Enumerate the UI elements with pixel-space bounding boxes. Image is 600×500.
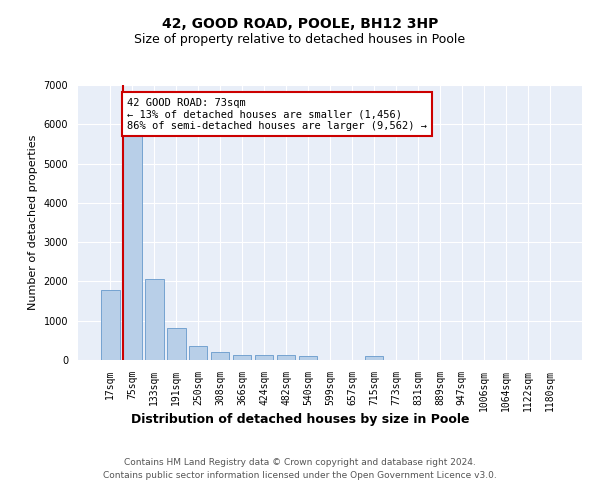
Bar	[167, 328, 185, 360]
Bar	[277, 356, 295, 360]
Text: Distribution of detached houses by size in Poole: Distribution of detached houses by size …	[131, 412, 469, 426]
Bar	[101, 290, 119, 360]
Bar	[211, 352, 229, 360]
Bar	[299, 356, 317, 360]
Text: Size of property relative to detached houses in Poole: Size of property relative to detached ho…	[134, 32, 466, 46]
Bar	[365, 356, 383, 360]
Bar	[255, 356, 274, 360]
Bar	[123, 133, 142, 360]
Bar	[233, 355, 251, 360]
Text: Contains HM Land Registry data © Crown copyright and database right 2024.
Contai: Contains HM Land Registry data © Crown c…	[103, 458, 497, 480]
Text: 42, GOOD ROAD, POOLE, BH12 3HP: 42, GOOD ROAD, POOLE, BH12 3HP	[162, 18, 438, 32]
Bar	[145, 279, 164, 360]
Y-axis label: Number of detached properties: Number of detached properties	[28, 135, 38, 310]
Text: 42 GOOD ROAD: 73sqm
← 13% of detached houses are smaller (1,456)
86% of semi-det: 42 GOOD ROAD: 73sqm ← 13% of detached ho…	[127, 98, 427, 131]
Bar	[189, 346, 208, 360]
